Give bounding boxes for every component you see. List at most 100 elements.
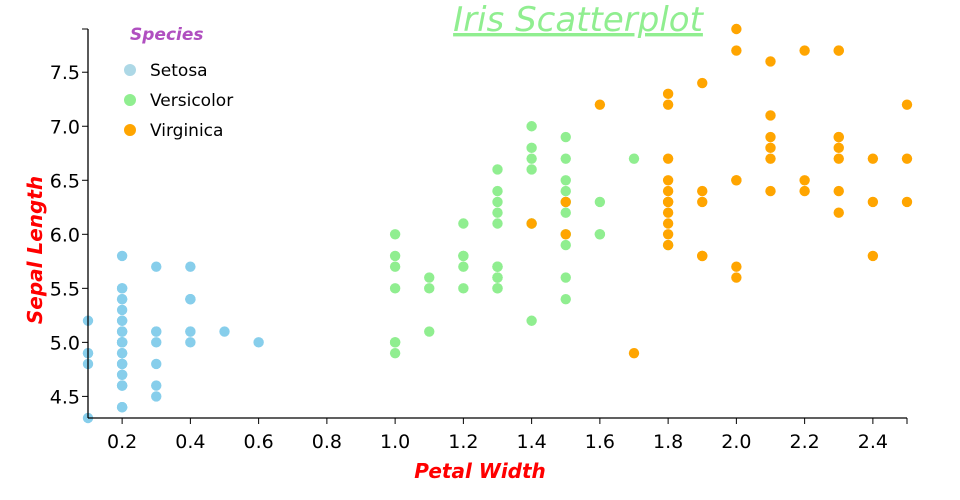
point-virginica bbox=[833, 153, 844, 164]
x-tick-label: 1.6 bbox=[585, 431, 615, 453]
point-virginica bbox=[765, 56, 776, 67]
point-setosa bbox=[151, 391, 162, 402]
point-versicolor bbox=[492, 185, 503, 197]
point-setosa bbox=[185, 293, 196, 305]
point-virginica bbox=[662, 218, 674, 229]
x-tick-label: 2.2 bbox=[790, 431, 820, 453]
point-virginica bbox=[901, 153, 913, 164]
point-versicolor bbox=[560, 272, 571, 283]
x-axis-ticks: 0.2 0.4 0.6 0.8 1.0 1.2 1.4 1.6 1.8 2.0 2.2 2.4 bbox=[107, 418, 908, 453]
points-layer bbox=[82, 23, 913, 424]
point-setosa bbox=[116, 315, 128, 326]
chart-title: Iris Scatterplot bbox=[453, 0, 704, 40]
x-tick-label: 2.4 bbox=[858, 431, 888, 453]
point-virginica bbox=[731, 261, 742, 272]
point-versicolor bbox=[594, 229, 606, 240]
point-virginica bbox=[526, 218, 537, 229]
point-versicolor bbox=[526, 164, 537, 175]
legend: Setosa Versicolor Virginica bbox=[124, 61, 233, 141]
point-virginica bbox=[560, 196, 571, 208]
point-setosa bbox=[116, 250, 128, 262]
x-tick-label: 0.2 bbox=[107, 431, 137, 453]
point-versicolor bbox=[458, 261, 469, 272]
point-virginica bbox=[799, 175, 810, 186]
point-versicolor bbox=[526, 315, 537, 326]
x-tick-label: 1.2 bbox=[448, 431, 478, 453]
point-virginica bbox=[799, 185, 810, 197]
point-versicolor bbox=[492, 218, 503, 229]
point-versicolor bbox=[560, 153, 571, 164]
point-versicolor bbox=[458, 218, 469, 229]
point-versicolor bbox=[492, 196, 503, 208]
point-virginica bbox=[867, 196, 879, 208]
point-virginica bbox=[867, 153, 879, 164]
point-versicolor bbox=[458, 283, 469, 294]
point-versicolor bbox=[389, 261, 401, 272]
point-virginica bbox=[731, 23, 742, 35]
legend-label-virginica: Virginica bbox=[150, 121, 223, 141]
x-tick-label: 2.0 bbox=[721, 431, 751, 453]
point-virginica bbox=[662, 153, 674, 164]
point-setosa bbox=[151, 380, 162, 391]
legend-label-setosa: Setosa bbox=[150, 61, 208, 81]
point-virginica bbox=[594, 99, 606, 110]
point-versicolor bbox=[526, 121, 537, 132]
point-setosa bbox=[116, 337, 128, 348]
point-versicolor bbox=[492, 207, 503, 218]
y-tick-label: 7.5 bbox=[50, 62, 80, 84]
point-virginica bbox=[662, 185, 674, 197]
point-virginica bbox=[628, 347, 640, 359]
point-virginica bbox=[765, 110, 776, 121]
point-virginica bbox=[765, 142, 776, 154]
point-versicolor bbox=[389, 229, 401, 240]
point-setosa bbox=[116, 283, 128, 294]
point-virginica bbox=[662, 207, 674, 218]
point-virginica bbox=[697, 77, 708, 89]
point-virginica bbox=[662, 239, 674, 251]
point-versicolor bbox=[492, 164, 503, 175]
point-setosa bbox=[116, 380, 128, 391]
point-virginica bbox=[799, 45, 810, 56]
point-virginica bbox=[731, 45, 742, 56]
point-versicolor bbox=[424, 326, 435, 337]
point-virginica bbox=[833, 45, 844, 56]
point-virginica bbox=[731, 272, 742, 283]
x-tick-label: 0.8 bbox=[312, 431, 342, 453]
point-setosa bbox=[116, 304, 128, 316]
y-tick-label: 4.5 bbox=[50, 386, 80, 408]
point-virginica bbox=[833, 185, 844, 197]
point-setosa bbox=[253, 337, 264, 348]
point-versicolor bbox=[526, 153, 537, 164]
y-tick-label: 5.0 bbox=[50, 332, 80, 354]
point-virginica bbox=[833, 131, 844, 143]
point-setosa bbox=[116, 347, 128, 359]
point-setosa bbox=[185, 261, 196, 272]
point-versicolor bbox=[560, 175, 571, 186]
point-virginica bbox=[867, 250, 879, 262]
point-versicolor bbox=[492, 283, 503, 294]
point-versicolor bbox=[560, 207, 571, 218]
x-tick-label: 1.8 bbox=[653, 431, 683, 453]
point-virginica bbox=[901, 99, 913, 110]
legend-marker-versicolor bbox=[124, 94, 136, 106]
y-tick-label: 6.0 bbox=[50, 224, 80, 246]
legend-label-versicolor: Versicolor bbox=[150, 91, 233, 111]
point-virginica bbox=[662, 196, 674, 208]
point-setosa bbox=[219, 326, 230, 337]
point-versicolor bbox=[424, 272, 435, 283]
point-versicolor bbox=[628, 153, 640, 164]
point-setosa bbox=[185, 337, 196, 348]
point-versicolor bbox=[389, 347, 401, 359]
y-axis-ticks: 4.5 5.0 5.5 6.0 6.5 7.0 7.5 bbox=[50, 28, 88, 408]
point-versicolor bbox=[560, 293, 571, 305]
point-versicolor bbox=[560, 131, 571, 143]
point-setosa bbox=[151, 337, 162, 348]
point-virginica bbox=[662, 99, 674, 110]
legend-title: Species bbox=[130, 25, 204, 45]
point-virginica bbox=[697, 196, 708, 208]
point-setosa bbox=[116, 369, 128, 380]
point-virginica bbox=[901, 196, 913, 208]
y-tick-label: 5.5 bbox=[50, 278, 80, 300]
